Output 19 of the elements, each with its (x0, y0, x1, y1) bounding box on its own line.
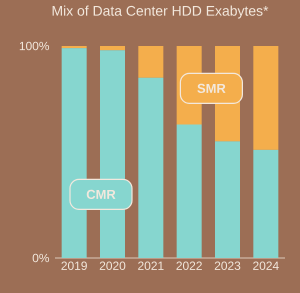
x-tick-label: 2023 (214, 262, 240, 270)
bar (62, 46, 87, 48)
bar (176, 124, 202, 258)
x-tick-label: 2020 (100, 262, 126, 270)
series-label: CMR (86, 190, 116, 199)
chart-title: Mix of Data Center HDD Exabytes* (52, 6, 268, 19)
x-tick-label: 2021 (138, 262, 164, 270)
bar (253, 150, 278, 258)
bar (253, 46, 278, 150)
bar (138, 46, 164, 78)
x-tick-label: 2022 (176, 262, 202, 270)
series-label: SMR (197, 84, 226, 93)
bar (100, 46, 125, 50)
x-tick-label: 2019 (61, 262, 87, 270)
y-tick-label: 0% (32, 254, 50, 262)
x-tick-label: 2024 (253, 262, 279, 270)
bar (215, 141, 240, 258)
y-tick-label: 100% (20, 42, 50, 50)
bar (138, 78, 164, 258)
